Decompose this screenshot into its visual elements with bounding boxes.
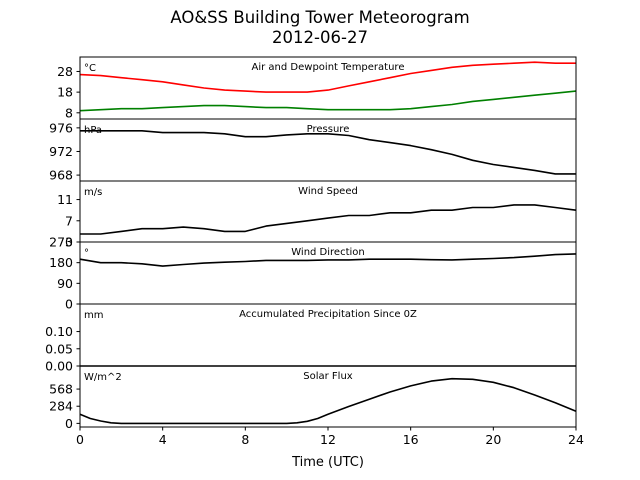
x-tick-label-1: 4 [159, 432, 167, 447]
unit-label-2: m/s [84, 187, 102, 198]
figure-title: AO&SS Building Tower Meteorogram [170, 8, 470, 27]
panel-title-5: Solar Flux [303, 371, 353, 382]
y-tick-label-4-1: 0.05 [45, 341, 73, 356]
y-tick-label-2-2: 11 [57, 192, 73, 207]
y-tick-label-5-2: 568 [49, 382, 73, 397]
x-tick-label-6: 24 [568, 432, 584, 447]
panel-title-3: Wind Direction [291, 247, 365, 258]
x-tick-label-3: 12 [320, 432, 336, 447]
x-tick-label-5: 20 [485, 432, 501, 447]
y-tick-label-1-0: 968 [49, 168, 73, 183]
y-tick-label-3-2: 180 [49, 255, 73, 270]
y-tick-label-2-0: 3 [65, 235, 73, 250]
unit-label-4: mm [84, 310, 103, 321]
series-line-2-0 [80, 204, 577, 235]
x-tick-label-2: 8 [241, 432, 249, 447]
series-line-1-0 [80, 130, 576, 175]
series-line-5-0 [79, 377, 577, 425]
y-tick-label-0-0: 8 [65, 105, 73, 120]
panel-title-1: Pressure [307, 124, 350, 135]
y-tick-label-3-0: 0 [65, 297, 73, 312]
unit-label-1: hPa [84, 125, 102, 136]
y-tick-label-0-1: 18 [57, 85, 73, 100]
unit-label-3: ° [84, 248, 89, 259]
y-tick-label-1-2: 976 [49, 120, 73, 135]
panel-title-2: Wind Speed [298, 186, 358, 197]
unit-label-5: W/m^2 [84, 372, 122, 383]
unit-label-0: °C [84, 63, 96, 74]
y-tick-label-1-1: 972 [49, 144, 73, 159]
y-tick-label-4-2: 0.10 [45, 324, 73, 339]
y-tick-label-3-3: 270 [49, 235, 73, 250]
y-tick-label-5-0: 0 [65, 416, 73, 431]
series-line-3-0 [79, 253, 577, 267]
y-tick-label-4-0: 0.00 [45, 359, 73, 374]
y-tick-label-5-1: 284 [49, 399, 73, 414]
panel-title-4: Accumulated Precipitation Since 0Z [239, 309, 417, 320]
y-tick-label-0-2: 28 [57, 64, 73, 79]
y-tick-label-2-1: 7 [65, 213, 73, 228]
y-tick-label-3-1: 90 [57, 276, 73, 291]
series-line-0-0 [79, 61, 576, 93]
series-line-0-1 [79, 90, 577, 112]
figure-subtitle: 2012-06-27 [272, 28, 368, 47]
x-tick-label-4: 16 [403, 432, 419, 447]
x-axis-label: Time (UTC) [291, 455, 364, 470]
x-tick-label-0: 0 [76, 432, 84, 447]
panel-title-0: Air and Dewpoint Temperature [252, 62, 405, 73]
